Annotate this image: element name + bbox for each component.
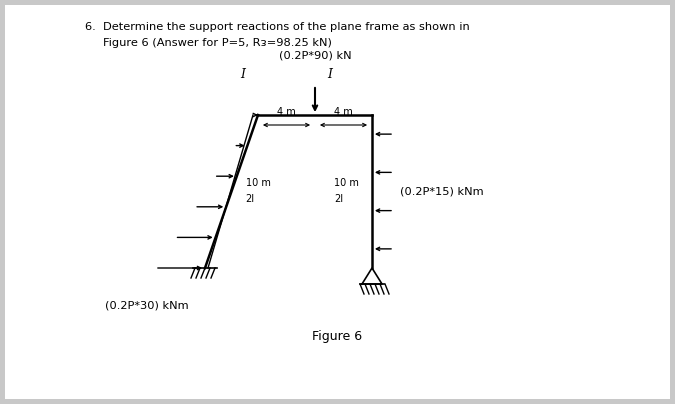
Text: 4 m: 4 m (277, 107, 296, 117)
Text: 2I: 2I (334, 194, 343, 204)
Text: 2I: 2I (246, 194, 254, 204)
Text: 10 m: 10 m (334, 179, 359, 189)
Text: I: I (327, 69, 333, 82)
Text: 10 m: 10 m (246, 179, 271, 189)
Text: 6.  Determine the support reactions of the plane frame as shown in: 6. Determine the support reactions of th… (85, 22, 470, 32)
FancyBboxPatch shape (5, 5, 670, 399)
Text: Figure 6 (Answer for P=5, Rᴈ=98.25 kN): Figure 6 (Answer for P=5, Rᴈ=98.25 kN) (103, 38, 332, 48)
Text: (0.2P*30) kNm: (0.2P*30) kNm (105, 300, 188, 310)
Text: (0.2P*15) kNm: (0.2P*15) kNm (400, 187, 483, 196)
Text: 4 m: 4 m (334, 107, 353, 117)
Text: Figure 6: Figure 6 (312, 330, 362, 343)
Text: I: I (240, 69, 246, 82)
Text: (0.2P*90) kN: (0.2P*90) kN (279, 50, 351, 60)
